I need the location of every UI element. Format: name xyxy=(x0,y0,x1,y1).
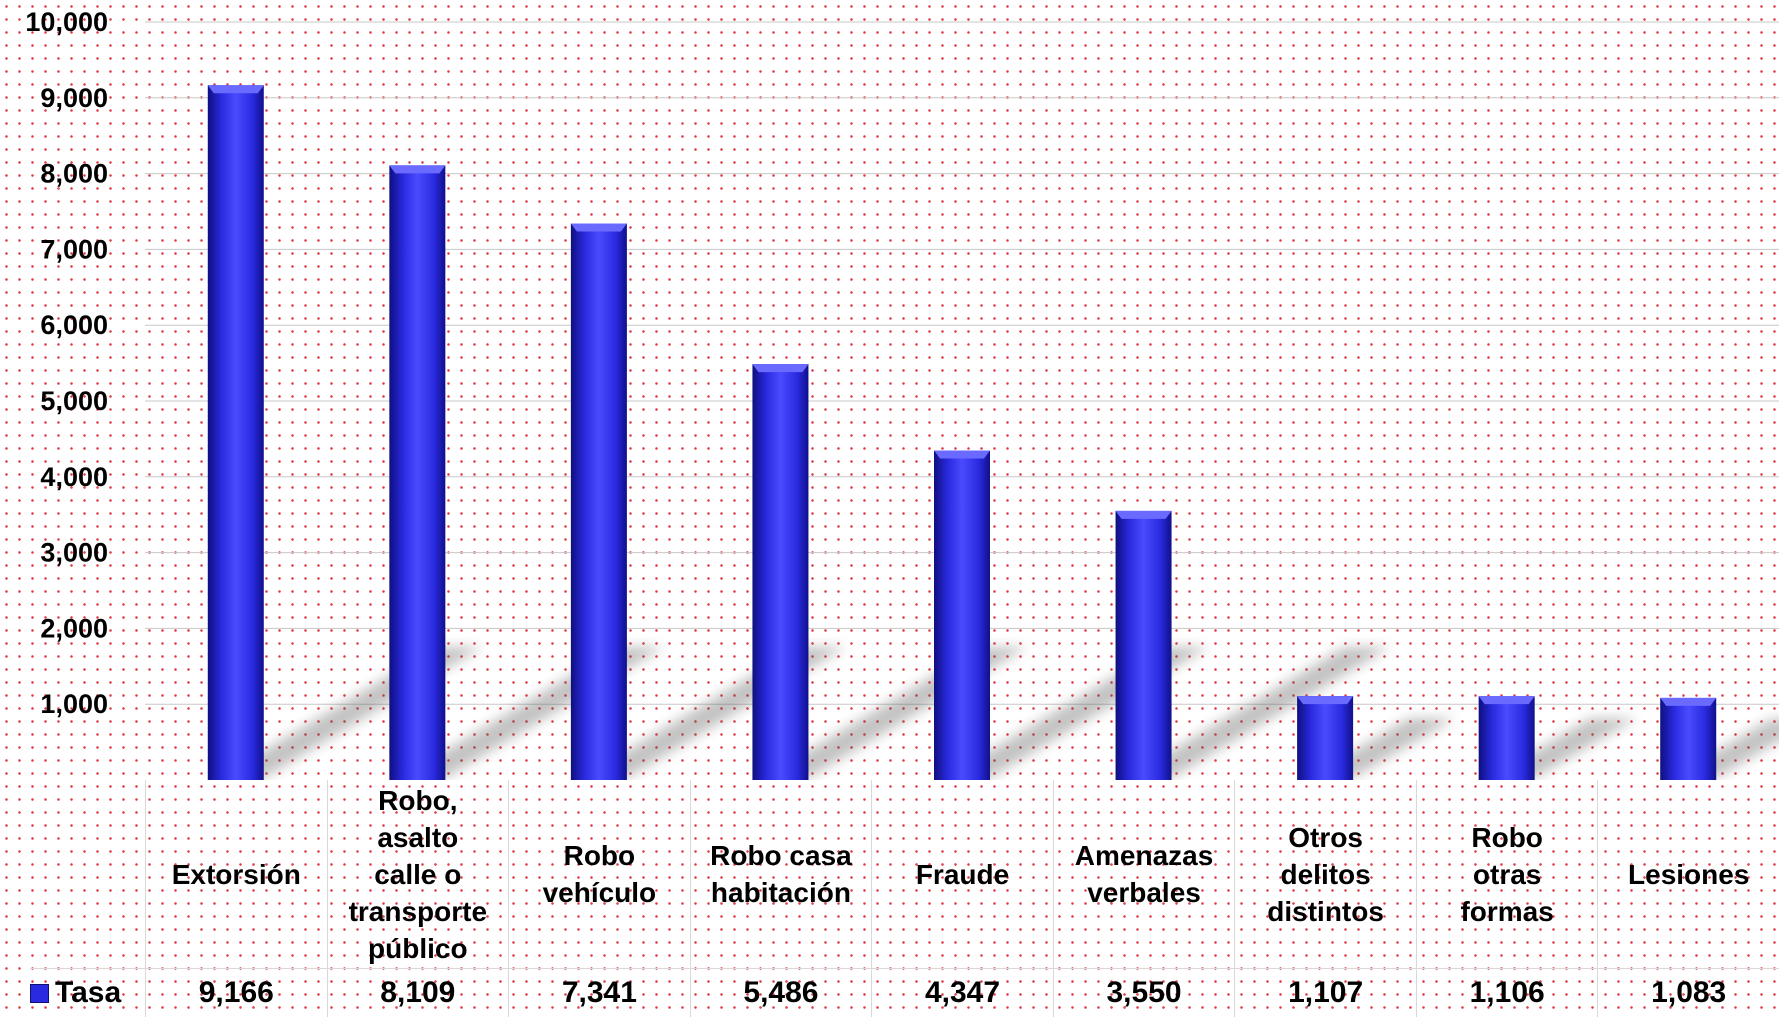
legend-entry-tasa: Tasa xyxy=(30,968,145,1017)
bar-4 xyxy=(934,450,990,780)
y-tick-label: 6,000 xyxy=(40,310,108,340)
bar-8 xyxy=(1660,697,1717,780)
bar-shadow xyxy=(1125,647,1391,778)
bar-body xyxy=(1478,696,1535,780)
legend-label: Tasa xyxy=(55,976,122,1009)
bar-bevel xyxy=(389,165,446,174)
bar-bevel xyxy=(207,85,264,94)
category-label: Robo vehículo xyxy=(508,780,690,968)
y-tick-label: 4,000 xyxy=(40,462,108,492)
bar-0 xyxy=(207,85,264,780)
bar-bevel xyxy=(1115,510,1172,519)
data-value-label: 8,109 xyxy=(326,968,509,1017)
data-value-label: 9,166 xyxy=(145,968,327,1017)
y-tick-label: 7,000 xyxy=(40,234,108,264)
data-value-label: 5,486 xyxy=(689,968,872,1017)
bar-7 xyxy=(1478,696,1535,780)
y-tick-label: 3,000 xyxy=(40,538,108,568)
bar-bevel xyxy=(570,223,627,232)
bar-bevel xyxy=(752,364,809,373)
y-tick-label: 2,000 xyxy=(40,613,108,643)
category-label: Extorsión xyxy=(145,780,327,968)
y-tick-label: 5,000 xyxy=(40,386,108,416)
category-label: Robo casa habitación xyxy=(689,780,872,968)
bar-6 xyxy=(1297,696,1354,780)
bar-body xyxy=(934,450,990,780)
data-value-label: 1,083 xyxy=(1597,968,1779,1017)
data-value-label: 4,347 xyxy=(871,968,1053,1017)
data-value-label: 1,107 xyxy=(1234,968,1416,1017)
y-tick-label: 9,000 xyxy=(40,83,108,113)
data-value-label: 1,106 xyxy=(1415,968,1598,1017)
category-label: Amenazas verbales xyxy=(1052,780,1235,968)
bar-body xyxy=(389,165,446,780)
bar-body xyxy=(1297,696,1354,780)
y-tick-label: 1,000 xyxy=(40,689,108,719)
y-tick-label: - xyxy=(79,765,88,780)
category-label: Lesiones xyxy=(1597,780,1779,968)
y-tick-label: 8,000 xyxy=(40,159,108,189)
bar-body xyxy=(1115,510,1172,780)
category-label: Fraude xyxy=(871,780,1053,968)
bar-body xyxy=(207,85,264,780)
category-label: Robo, asalto calle o transporte público xyxy=(326,780,509,968)
data-value-label: 3,550 xyxy=(1052,968,1235,1017)
bar-bevel xyxy=(934,450,990,459)
y-tick-label: 10,000 xyxy=(25,7,108,37)
bar-3 xyxy=(752,364,809,780)
data-value-label: 7,341 xyxy=(508,968,690,1017)
legend-swatch xyxy=(30,983,49,1003)
data-table: Extorsión 9,166 Robo, asalto calle o trans… xyxy=(145,780,1779,1017)
bar-5 xyxy=(1115,510,1172,780)
category-label: Otros delitos distintos xyxy=(1234,780,1416,968)
bar-1 xyxy=(389,165,446,780)
bar-body xyxy=(570,223,627,780)
bar-2 xyxy=(570,223,627,780)
bar-bevel xyxy=(1660,697,1717,706)
bar-bevel xyxy=(1297,696,1354,705)
bar-chart: - 1,000 2,000 3,000 4,000 5,000 6,000 7,000 8,00… xyxy=(25,7,1779,780)
category-label: Robo otras formas xyxy=(1415,780,1598,968)
bar-body xyxy=(1660,697,1717,780)
bar-body xyxy=(752,364,809,780)
bar-bevel xyxy=(1478,696,1535,705)
